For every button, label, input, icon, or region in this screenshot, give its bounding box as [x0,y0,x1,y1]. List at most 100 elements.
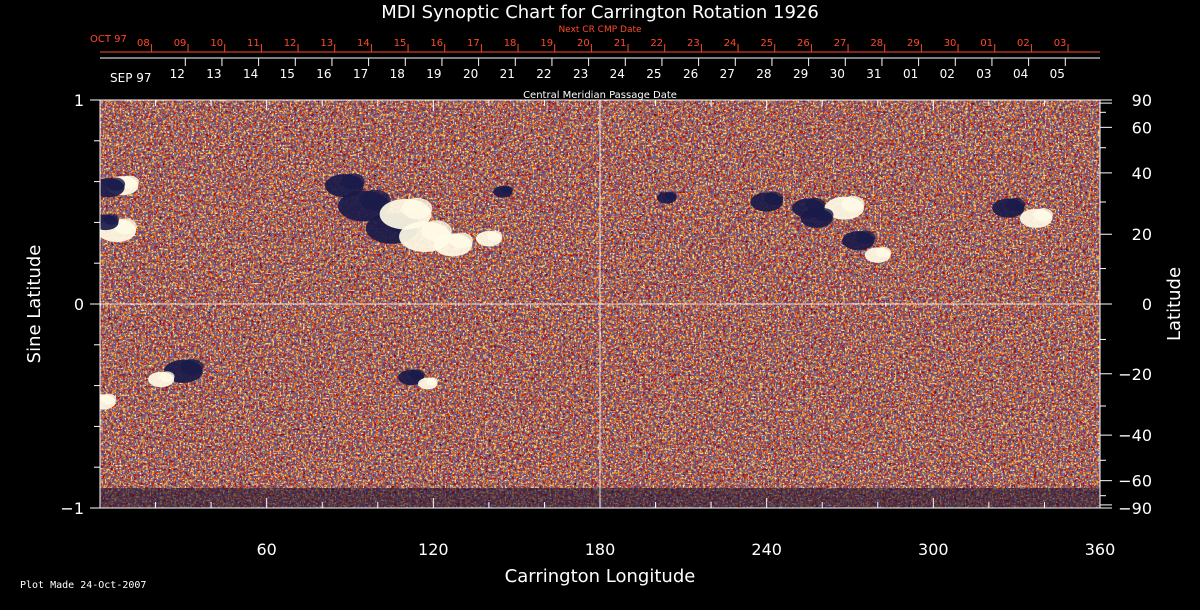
cmp-date-label: 26 [683,67,698,81]
x-tick-label: 180 [585,540,616,559]
next-cmp-date-label: 13 [320,38,333,49]
cmp-date-label: 14 [243,67,258,81]
next-cmp-date-label: 27 [834,38,847,49]
cmp-date-label: 20 [463,67,478,81]
left-axis-ticks: 1 0 −1 [60,91,100,518]
next-cmp-date-label: 12 [284,38,297,49]
negative-polarity-patch [764,191,784,205]
next-cmp-date-label: 09 [174,38,187,49]
x-tick-label: 120 [418,540,449,559]
next-cmp-date-label: 18 [504,38,517,49]
left-tick-label: 1 [74,91,84,110]
cmp-date-label: 15 [280,67,295,81]
cmp-date-label: 29 [793,67,808,81]
next-cmp-date-label: 15 [394,38,407,49]
right-tick-label: 20 [1132,225,1152,244]
cmp-date-label: 22 [536,67,551,81]
negative-polarity-patch [360,189,391,211]
positive-polarity-patch [841,195,865,212]
right-tick-label: −40 [1118,426,1152,445]
x-tick-label: 360 [1085,540,1116,559]
plot-made-note: Plot Made 24-Oct-2007 [20,580,147,591]
next-cmp-date-label: 02 [1017,38,1030,49]
cmp-month-label: SEP 97 [110,71,152,85]
cmp-date-label: 04 [1013,67,1028,81]
negative-polarity-patch [409,369,425,380]
cmp-date-label: 30 [830,67,845,81]
x-axis-label: Carrington Longitude [505,566,696,587]
negative-polarity-patch [341,173,365,190]
top-axis-label: Central Meridian Passage Date [523,90,677,101]
cmp-date-label: 25 [646,67,661,81]
negative-polarity-patch [855,230,876,244]
cmp-date-label: 13 [206,67,221,81]
cmp-date-label: 03 [976,67,991,81]
cmp-date-label: 17 [353,67,368,81]
positive-polarity-patch [875,246,892,258]
next-cmp-date-label: 23 [687,38,700,49]
left-tick-label: −1 [60,499,84,518]
next-cmp-label: Next CR CMP Date [558,25,642,35]
next-cmp-date-label: 03 [1054,38,1067,49]
cmp-date-label: 12 [170,67,185,81]
negative-polarity-patch [103,214,119,225]
right-tick-label: 90 [1132,91,1152,110]
cmp-date-label: 01 [903,67,918,81]
cmp-date-label: 24 [610,67,625,81]
next-cmp-date-label: 20 [577,38,590,49]
next-cmp-date-label: 17 [467,38,480,49]
next-cmp-date-label: 22 [650,38,663,49]
cmp-date-label: 27 [720,67,735,81]
next-cmp-date-label: 10 [210,38,223,49]
cmp-date-label: 16 [316,67,331,81]
x-axis-ticks: 60 120 180 240 300 360 [155,100,1116,559]
positive-polarity-patch [449,232,473,249]
y-axis-label-right: Latitude [1164,267,1185,341]
right-tick-label: −60 [1118,472,1152,491]
next-cmp-date-label: 21 [614,38,627,49]
right-tick-label: 40 [1132,164,1152,183]
x-tick-label: 240 [751,540,782,559]
chart-title: MDI Synoptic Chart for Carrington Rotati… [381,2,819,23]
negative-polarity-patch [501,185,513,194]
y-axis-label-left: Sine Latitude [24,245,45,364]
positive-polarity-patch [486,230,503,242]
negative-polarity-patch [665,191,677,200]
positive-polarity-patch [113,218,137,235]
next-cmp-date-label: 24 [724,38,737,49]
right-axis-ticks: 90 60 40 20 0 −20 −40 −60 −90 [1100,91,1152,518]
next-cmp-date-label: 30 [944,38,957,49]
next-cmp-date-label: 16 [430,38,443,49]
right-tick-label: 0 [1142,295,1152,314]
negative-polarity-patch [814,208,834,222]
next-cmp-ticks: 03 02 01 30 29 28 27 26 25 24 23 22 21 20 19 18 17 16 15 14… [137,38,1069,52]
cmp-ticks: 05 04 03 02 01 31 30 29 28 27 26 25 24 23 22 21 20 19 18 17… [170,58,1066,81]
positive-polarity-patch [426,377,438,386]
cmp-date-label: 31 [866,67,881,81]
cmp-date-label: 02 [940,67,955,81]
cmp-date-label: 23 [573,67,588,81]
negative-polarity-patch [805,197,826,212]
active-regions [100,173,1053,410]
right-tick-label: −90 [1118,499,1152,518]
negative-polarity-patch [105,177,126,191]
right-tick-label: 60 [1132,118,1152,137]
x-tick-label: 300 [918,540,949,559]
left-tick-label: 0 [74,295,84,314]
next-cmp-date-label: 01 [980,38,993,49]
next-cmp-date-label: 26 [797,38,810,49]
negative-polarity-patch [180,359,204,375]
next-cmp-date-label: 14 [357,38,370,49]
cmp-date-label: 19 [426,67,441,81]
next-cmp-date-label: 19 [540,38,553,49]
negative-polarity-patch [1005,197,1026,212]
next-cmp-date-label: 11 [247,38,260,49]
next-cmp-date-label: 25 [760,38,773,49]
right-tick-label: −20 [1118,365,1152,384]
next-cmp-date-label: 29 [907,38,920,49]
next-cmp-date-label: 28 [870,38,883,49]
cmp-date-label: 28 [756,67,771,81]
positive-polarity-patch [401,197,433,220]
positive-polarity-patch [100,393,117,405]
